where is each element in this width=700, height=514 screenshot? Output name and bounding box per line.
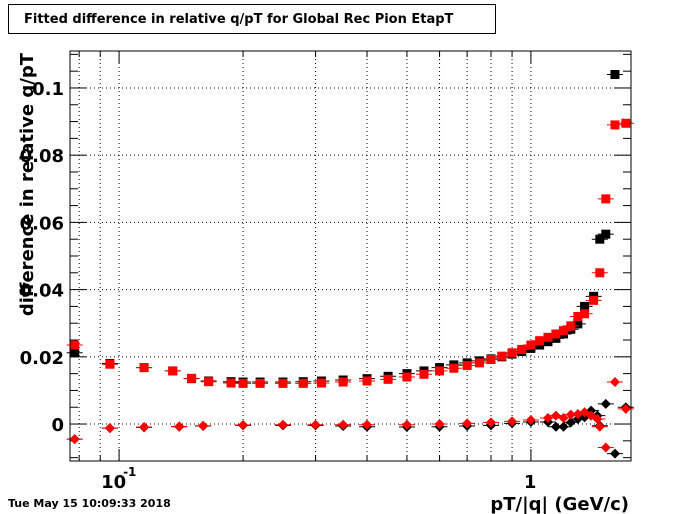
data-point	[565, 409, 576, 420]
data-point	[543, 332, 553, 342]
timestamp: Tue May 15 10:09:33 2018	[8, 497, 171, 510]
data-point	[69, 434, 80, 445]
data-point	[609, 448, 620, 459]
data-point	[600, 398, 611, 409]
data-point	[462, 418, 473, 429]
y-tick-label: 0.04	[20, 281, 64, 302]
data-point	[362, 376, 372, 386]
y-tick-label: 0.06	[20, 213, 64, 234]
data-point	[566, 321, 576, 331]
series-1	[66, 118, 634, 388]
data-point	[592, 413, 603, 424]
data-point	[526, 340, 536, 350]
axis-ticks	[70, 51, 631, 461]
data-point	[595, 234, 605, 244]
data-point	[362, 419, 373, 430]
y-tick-label: 0.02	[20, 348, 64, 369]
data-point	[525, 415, 536, 425]
data-point	[277, 419, 288, 430]
x-tick-label: 10	[101, 472, 126, 493]
chart-marks	[66, 70, 634, 459]
data-point	[559, 326, 569, 336]
data-point	[558, 412, 569, 423]
data-point	[572, 408, 583, 419]
data-point	[383, 374, 393, 384]
data-point	[462, 361, 472, 371]
data-point	[338, 419, 349, 430]
data-point	[565, 417, 576, 428]
data-point	[558, 421, 569, 432]
data-point	[238, 378, 248, 388]
data-point	[70, 340, 80, 350]
title-box: Fitted difference in relative q/pT for G…	[8, 4, 496, 34]
data-point	[497, 351, 507, 361]
data-point	[486, 355, 496, 365]
data-point	[600, 442, 611, 453]
data-point	[572, 413, 583, 424]
data-point	[580, 309, 590, 319]
y-tick-label: 0	[51, 415, 64, 436]
data-point	[187, 373, 197, 383]
y-axis-label: difference in relative q/pT	[17, 52, 38, 316]
data-point	[551, 329, 561, 339]
data-point	[174, 421, 185, 432]
y-tick-label: 0.1	[32, 79, 64, 100]
x-axis-label: pT/|q| (GeV/c)	[490, 494, 629, 514]
data-point	[238, 420, 249, 431]
data-point	[580, 301, 590, 311]
data-point	[204, 377, 214, 387]
data-point	[610, 70, 620, 80]
data-point	[601, 194, 611, 204]
data-point	[507, 348, 517, 358]
data-point	[621, 118, 631, 128]
plot-frame	[69, 50, 632, 462]
tick-labels: 0 0.02 0.04 0.06 0.08 0.1 10-1 1	[20, 79, 537, 493]
data-point	[573, 311, 583, 321]
series-2	[66, 398, 634, 459]
data-point	[278, 378, 288, 388]
data-point	[255, 378, 265, 388]
data-point	[609, 377, 620, 388]
data-point	[449, 363, 459, 373]
data-point	[486, 417, 497, 428]
data-point	[435, 366, 445, 376]
data-point	[550, 410, 561, 421]
x-tick-exponent: -1	[123, 465, 136, 479]
data-point	[226, 378, 236, 388]
data-point	[139, 422, 150, 433]
data-point	[104, 423, 115, 434]
data-point	[595, 268, 605, 278]
data-point	[168, 366, 178, 376]
data-point	[434, 419, 445, 430]
grid	[70, 51, 631, 461]
data-point	[507, 416, 518, 427]
data-point	[573, 319, 583, 329]
data-point	[70, 348, 80, 358]
series-3	[66, 377, 634, 453]
data-point	[401, 419, 412, 430]
x-tick-label: 1	[524, 472, 537, 493]
data-point	[105, 359, 115, 369]
data-point	[517, 344, 527, 354]
data-point	[601, 229, 611, 239]
chart-title: Fitted difference in relative q/pT for G…	[24, 12, 454, 27]
data-point	[338, 377, 348, 387]
data-point	[310, 419, 321, 430]
data-point	[139, 363, 149, 373]
data-point	[198, 420, 209, 431]
data-point	[474, 358, 484, 368]
data-point	[298, 378, 308, 388]
data-point	[419, 369, 429, 379]
data-point	[610, 120, 620, 130]
data-point	[620, 403, 631, 414]
data-point	[316, 378, 326, 388]
data-point	[589, 295, 599, 305]
data-point	[402, 372, 412, 382]
data-point	[535, 336, 545, 346]
data-point	[594, 421, 605, 432]
y-tick-label: 0.08	[20, 146, 64, 167]
